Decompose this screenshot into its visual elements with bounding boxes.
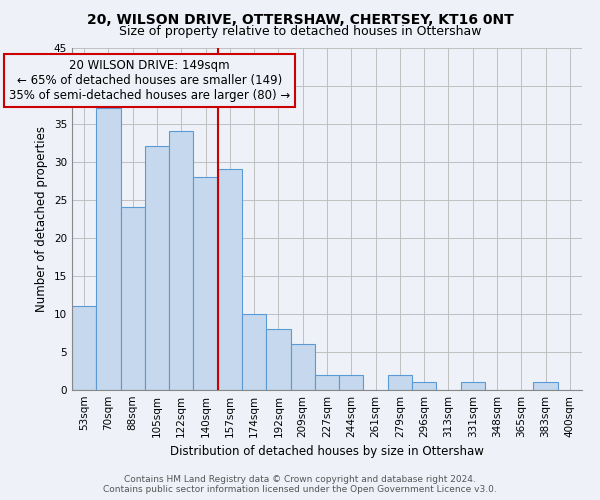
Y-axis label: Number of detached properties: Number of detached properties [35,126,49,312]
Bar [412,382,436,390]
Bar [145,146,169,390]
Bar [96,108,121,390]
Bar [242,314,266,390]
Bar [315,375,339,390]
Bar [218,170,242,390]
Bar [461,382,485,390]
Text: 20 WILSON DRIVE: 149sqm
← 65% of detached houses are smaller (149)
35% of semi-d: 20 WILSON DRIVE: 149sqm ← 65% of detache… [9,59,290,102]
Bar [339,375,364,390]
Bar [121,208,145,390]
Text: 20, WILSON DRIVE, OTTERSHAW, CHERTSEY, KT16 0NT: 20, WILSON DRIVE, OTTERSHAW, CHERTSEY, K… [86,12,514,26]
Text: Contains HM Land Registry data © Crown copyright and database right 2024.
Contai: Contains HM Land Registry data © Crown c… [103,474,497,494]
Bar [290,344,315,390]
Bar [193,177,218,390]
Bar [72,306,96,390]
Bar [388,375,412,390]
Bar [533,382,558,390]
Text: Size of property relative to detached houses in Ottershaw: Size of property relative to detached ho… [119,25,481,38]
X-axis label: Distribution of detached houses by size in Ottershaw: Distribution of detached houses by size … [170,446,484,458]
Bar [169,131,193,390]
Bar [266,329,290,390]
